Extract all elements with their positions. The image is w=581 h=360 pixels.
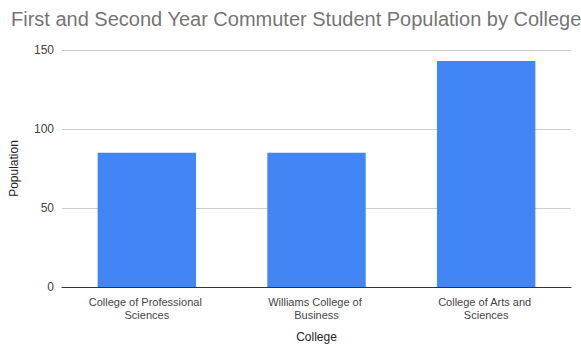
svg-text:Williams College of: Williams College of <box>268 296 365 308</box>
svg-text:First and Second Year Commuter: First and Second Year Commuter Student P… <box>11 8 581 30</box>
svg-text:Population: Population <box>7 140 21 197</box>
svg-text:50: 50 <box>41 201 55 215</box>
svg-text:100: 100 <box>34 122 54 136</box>
svg-text:Sciences: Sciences <box>464 309 509 321</box>
svg-text:0: 0 <box>47 280 54 294</box>
svg-text:College: College <box>296 330 337 344</box>
svg-text:College of Arts and: College of Arts and <box>438 296 534 308</box>
svg-text:Business: Business <box>294 309 339 321</box>
svg-text:Sciences: Sciences <box>125 309 170 321</box>
svg-text:150: 150 <box>34 43 54 57</box>
svg-text:College of Professional: College of Professional <box>89 296 205 308</box>
